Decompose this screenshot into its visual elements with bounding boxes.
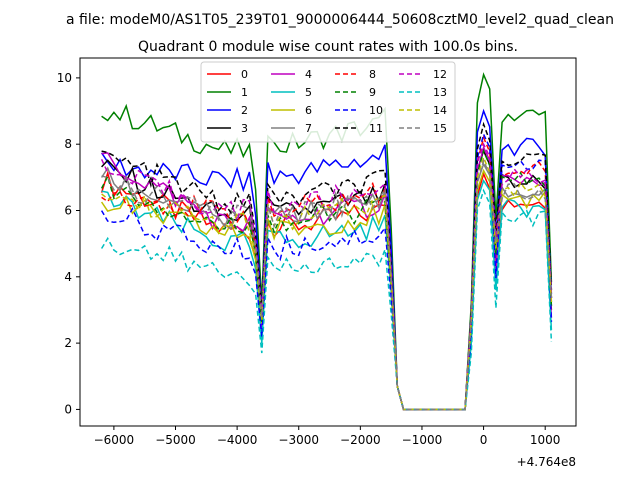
y-tick-label: 10 [57, 71, 72, 85]
legend-label: 8 [369, 68, 376, 81]
legend-label: 14 [433, 104, 447, 117]
legend-label: 9 [369, 86, 376, 99]
series-line-12 [100, 142, 553, 411]
axes-frame [79, 57, 577, 427]
series-layer [100, 72, 553, 411]
legend-label: 1 [241, 86, 248, 99]
series-line-13 [100, 188, 553, 411]
legend-label: 11 [369, 122, 383, 135]
x-tick-label: −2000 [340, 433, 381, 447]
y-tick-label: 2 [64, 336, 72, 350]
y-axis: 0 2 4 6 8 10 [57, 71, 80, 416]
figure-suptitle: a file: modeM0/AS1T05_239T01_9000006444_… [66, 12, 614, 28]
legend-label: 10 [369, 104, 383, 117]
chart-title: Quadrant 0 module wise count rates with … [138, 39, 518, 55]
legend-label: 13 [433, 86, 447, 99]
x-tick-label: −6000 [94, 433, 135, 447]
legend-label: 3 [241, 122, 248, 135]
legend-label: 2 [241, 104, 248, 117]
series-line-14 [101, 155, 553, 411]
x-tick-label: −3000 [278, 433, 319, 447]
x-tick-label: −4000 [217, 433, 258, 447]
y-tick-label: 0 [64, 402, 72, 416]
legend-label: 15 [433, 122, 447, 135]
series-line-11 [101, 121, 553, 411]
series-line-8 [101, 135, 553, 411]
legend-box [200, 61, 456, 143]
legend-label: 5 [305, 86, 312, 99]
legend-label: 0 [241, 68, 248, 81]
x-tick-label: 1000 [530, 433, 561, 447]
legend-label: 7 [305, 122, 312, 135]
legend-label: 12 [433, 68, 447, 81]
series-line-2 [100, 108, 553, 411]
x-offset-label: +4.764e8 [517, 455, 576, 469]
y-tick-label: 4 [64, 270, 72, 284]
x-tick-label: −1000 [402, 433, 443, 447]
x-tick-label: −5000 [155, 433, 196, 447]
series-line-15 [101, 158, 553, 411]
legend-label: 6 [305, 104, 312, 117]
y-tick-label: 6 [64, 204, 72, 218]
x-axis: −6000 −5000 −4000 −3000 −2000 −1000 0 1000 [94, 426, 561, 447]
y-tick-label: 8 [64, 137, 72, 151]
x-tick-label: 0 [480, 433, 488, 447]
legend-label: 4 [305, 68, 312, 81]
